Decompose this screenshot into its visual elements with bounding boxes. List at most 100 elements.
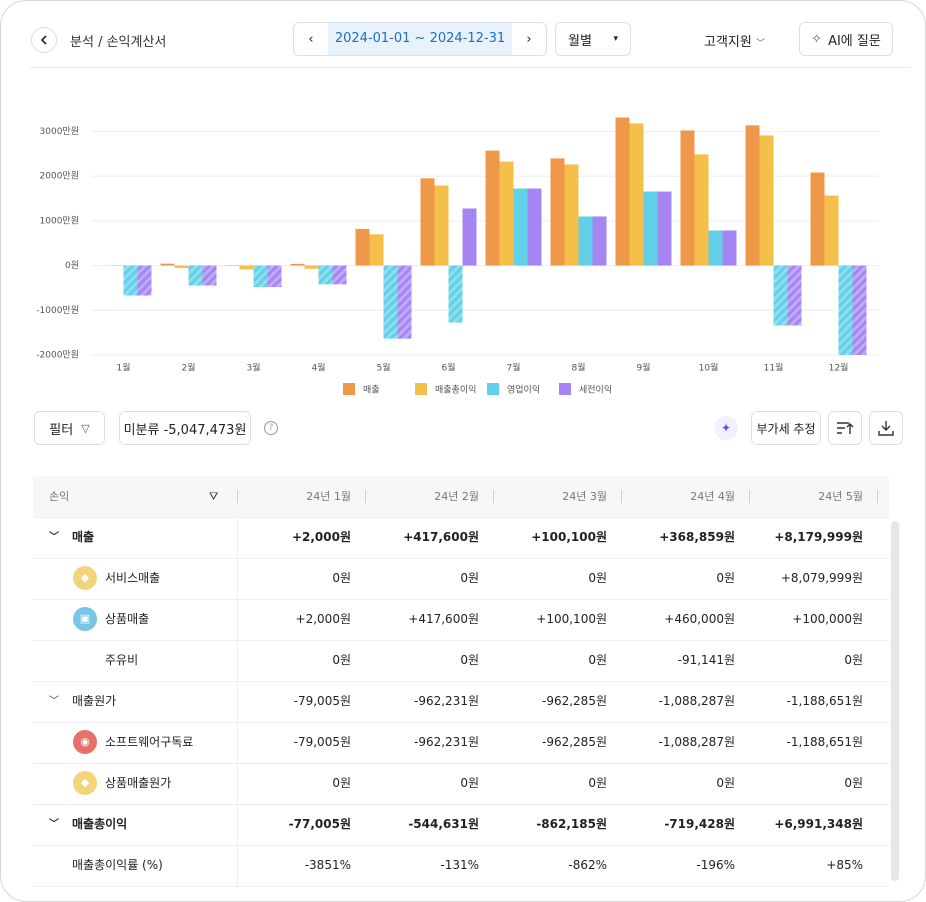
sort-button[interactable] xyxy=(828,411,862,445)
bar xyxy=(370,234,384,265)
bar xyxy=(319,266,333,285)
row-icon: ▣ xyxy=(73,607,97,631)
bar xyxy=(723,230,737,265)
y-tick-label: 0원 xyxy=(65,260,79,271)
row-label: 상품매출 xyxy=(105,599,149,640)
header-cell: 24년 3월 xyxy=(493,476,607,517)
bar xyxy=(839,266,853,355)
header-cell: 24년 4월 xyxy=(621,476,735,517)
table-cell: 0원 xyxy=(365,558,479,599)
unclassified[interactable]: 미분류 -5,047,473원 xyxy=(119,411,251,445)
x-tick-label: 3월 xyxy=(246,362,260,374)
expand-icon: ﹀ xyxy=(49,804,59,845)
row-label: 소프트웨어구독료 xyxy=(105,722,193,763)
table-cell: 0원 xyxy=(493,558,607,599)
legend-swatch xyxy=(559,383,571,395)
table-cell: -962,285원 xyxy=(493,681,607,722)
bar xyxy=(254,266,268,287)
row-icon: ◆ xyxy=(73,566,97,590)
header-cell: 손익 xyxy=(49,476,69,517)
table-cell: -1,188,651원 xyxy=(749,722,863,763)
table-row: ﹀매출총이익-77,005원-544,631원-862,185원-719,428… xyxy=(33,804,889,846)
bar xyxy=(514,189,528,266)
table-cell: +8,179,999원 xyxy=(749,517,863,558)
y-tick-label: 1000만원 xyxy=(40,215,79,226)
bar xyxy=(528,189,542,266)
bar xyxy=(240,266,254,270)
table-cell: +8,079,999원 xyxy=(749,558,863,599)
table-cell: -962,231원 xyxy=(365,722,479,763)
help-icon[interactable]: ? xyxy=(264,421,278,435)
table-cell: +2,000원 xyxy=(237,599,351,640)
table-cell: -131% xyxy=(365,845,479,886)
row-label: 매출총이익 xyxy=(72,804,127,845)
bar xyxy=(124,266,138,296)
bar xyxy=(811,173,825,266)
bar xyxy=(853,266,867,355)
header-cell: 24년 2월 xyxy=(365,476,479,517)
bar xyxy=(333,266,347,285)
table-cell: -962,231원 xyxy=(365,681,479,722)
table-cell: 0원 xyxy=(237,763,351,804)
bar xyxy=(774,266,788,326)
table-cell: +417,600원 xyxy=(365,517,479,558)
table-row: 매출총이익률 (%)-3851%-131%-862%-196%+85% xyxy=(33,845,889,887)
row-label: 매출원가 xyxy=(72,681,116,722)
table-cell: -1,188,651원 xyxy=(749,681,863,722)
bar xyxy=(268,266,282,287)
table-cell: 0원 xyxy=(237,640,351,681)
legend-label: 매출 xyxy=(363,385,380,396)
table-cell: 0원 xyxy=(749,640,863,681)
table-row: ﹀ 매출원가 -79,005원 -962,231원 -962,285원 -1,088,28… xyxy=(33,681,889,723)
table-cell: -79,005원 xyxy=(237,681,351,722)
expand-icon: ﹀ xyxy=(49,681,59,722)
table-cell: -77,005원 xyxy=(237,804,351,845)
header-cell: 24년 1월 xyxy=(237,476,351,517)
table-cell: +100,100원 xyxy=(493,599,607,640)
bar xyxy=(616,117,630,265)
x-tick-label: 8월 xyxy=(571,362,585,374)
table-cell: +85% xyxy=(749,845,863,886)
x-tick-label: 5월 xyxy=(376,362,390,374)
legend-swatch xyxy=(343,383,355,395)
header-cell: 24년 5월 xyxy=(749,476,863,517)
bar xyxy=(681,130,695,265)
col-sep xyxy=(237,490,238,503)
bar xyxy=(644,192,658,266)
row-icon: ◆ xyxy=(73,771,97,795)
x-tick-label: 6월 xyxy=(441,362,455,374)
table-cell: -862% xyxy=(493,845,607,886)
table-cell: -1,088,287원 xyxy=(621,681,735,722)
filter-button[interactable]: 필터▽ xyxy=(34,411,105,445)
bar xyxy=(695,154,709,265)
table-cell: 0원 xyxy=(365,763,479,804)
row-label: 서비스매출 xyxy=(105,558,160,599)
bar xyxy=(630,123,644,265)
bar xyxy=(486,151,500,266)
x-tick-label: 1월 xyxy=(116,362,130,374)
download-button[interactable] xyxy=(869,411,903,445)
legend-label: 영업이익 xyxy=(507,384,540,396)
x-tick-label: 10월 xyxy=(699,362,719,374)
vat-button[interactable]: 부가세 추정 xyxy=(751,411,821,445)
row-label: 매출 xyxy=(72,517,94,558)
ai-sparkle[interactable]: ✦ xyxy=(714,416,738,440)
y-tick-label: 3000만원 xyxy=(40,126,79,137)
y-tick-label: -1000만원 xyxy=(36,305,79,316)
x-tick-label: 12월 xyxy=(829,362,849,374)
bar xyxy=(398,266,412,339)
table-row: ﹀매출+2,000원+417,600원+100,100원+368,859원+8,… xyxy=(33,517,889,559)
y-tick-label: -2000만원 xyxy=(36,350,79,361)
table-cell: +100,100원 xyxy=(493,517,607,558)
bar xyxy=(384,266,398,339)
bar xyxy=(463,209,477,266)
x-tick-label: 11월 xyxy=(764,362,784,374)
scrollbar[interactable] xyxy=(891,521,899,881)
table-cell: +460,000원 xyxy=(621,599,735,640)
col-sep xyxy=(877,490,878,503)
bar xyxy=(203,266,217,286)
legend-label: 매출총이익 xyxy=(435,384,476,396)
